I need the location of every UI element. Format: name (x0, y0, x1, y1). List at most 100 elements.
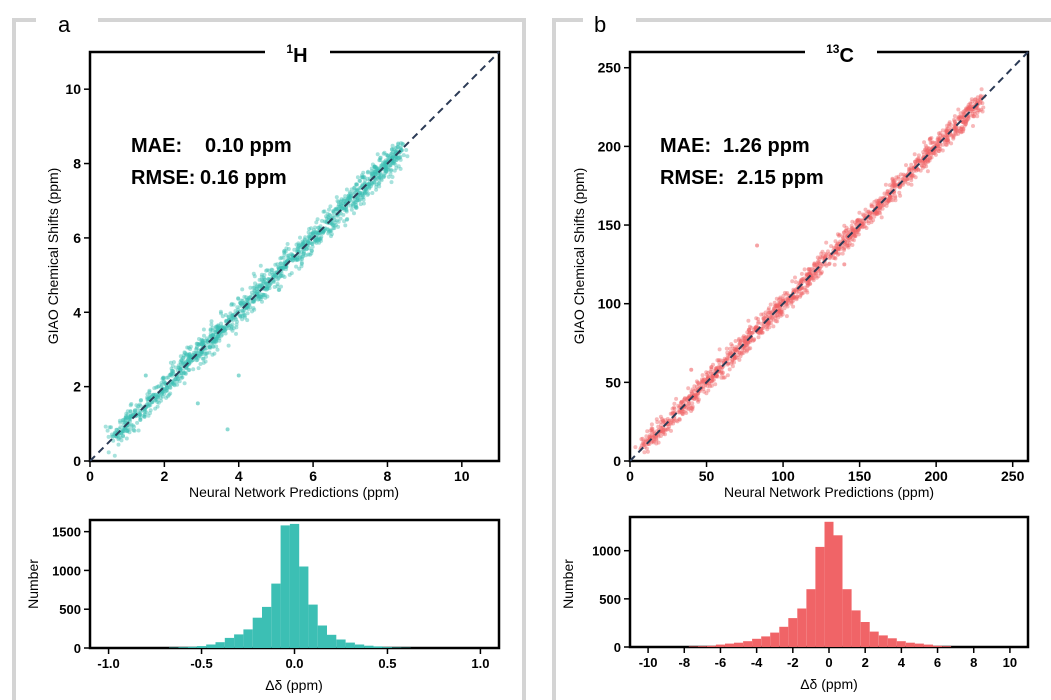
data-point-a (355, 196, 360, 201)
data-point-a (390, 150, 395, 155)
x-tick-label-a-5: 10 (454, 468, 470, 484)
data-point-a (302, 237, 307, 242)
hist-bar-b-11 (788, 618, 798, 647)
data-point-b (759, 312, 764, 317)
title-backdrop-a (265, 40, 330, 66)
data-point-a (318, 237, 323, 242)
data-point-a (205, 339, 210, 343)
data-point-a (170, 363, 175, 368)
data-point-b (642, 443, 647, 447)
data-point-b (920, 163, 925, 168)
data-point-a (321, 209, 326, 214)
data-point-b (977, 108, 982, 113)
data-point-b (732, 360, 736, 365)
data-point-a (142, 414, 147, 419)
data-point-a (316, 238, 321, 243)
data-point-a (374, 174, 379, 179)
data-point-a (207, 345, 212, 350)
data-point-a (214, 339, 219, 344)
data-point-a (155, 394, 160, 399)
data-point-b (640, 436, 645, 441)
data-point-b (743, 340, 748, 344)
data-point-a (171, 380, 176, 385)
data-point-a (142, 412, 147, 417)
data-point-b (842, 230, 847, 235)
hist-bar-a-11 (271, 583, 281, 648)
hist-bar-a-18 (336, 639, 346, 648)
mae-value-b: 1.26 ppm (723, 135, 810, 157)
data-point-b (860, 222, 865, 226)
data-point-b (661, 420, 666, 425)
data-point-a (117, 418, 122, 423)
data-point-a (352, 186, 356, 191)
data-point-a (204, 354, 208, 359)
data-point-a (199, 339, 204, 344)
data-point-a (230, 313, 235, 318)
data-point-a (234, 317, 239, 322)
data-point-a (314, 230, 319, 235)
data-point-a (198, 341, 203, 346)
data-point-a (327, 207, 331, 212)
data-point-a (201, 341, 206, 345)
data-point-a (384, 164, 389, 169)
data-point-a (317, 231, 322, 236)
data-point-a (331, 209, 336, 214)
data-point-a (124, 414, 128, 419)
data-point-a (181, 368, 186, 373)
data-point-a (358, 197, 363, 202)
data-point-a (284, 246, 289, 251)
hist-bar-a-1 (178, 647, 188, 648)
data-point-a (126, 428, 130, 433)
data-point-b (649, 422, 654, 427)
data-point-a (330, 222, 335, 227)
data-point-a (384, 166, 389, 171)
data-point-a (267, 283, 272, 288)
data-point-a (255, 283, 260, 288)
data-point-a (239, 298, 244, 303)
data-point-a (360, 173, 364, 178)
data-point-a (193, 350, 198, 355)
data-point-a (324, 214, 328, 219)
data-point-a (380, 160, 385, 165)
data-point-a (160, 394, 165, 399)
data-point-b (885, 200, 890, 205)
data-point-a (258, 294, 263, 299)
data-point-a (186, 352, 191, 357)
data-point-a (164, 395, 169, 400)
data-point-b (721, 358, 726, 363)
data-point-a (272, 285, 277, 289)
data-point-a (142, 410, 147, 415)
data-point-a (274, 274, 279, 279)
y-tick-label-a-3: 1500 (52, 525, 81, 540)
data-point-a (179, 358, 184, 363)
data-point-a (286, 253, 291, 258)
hist-bar-b-22 (887, 638, 897, 647)
data-point-a (391, 161, 396, 165)
data-point-b (641, 439, 646, 444)
data-point-a (259, 272, 264, 277)
hist-bar-b-3 (715, 644, 725, 647)
y-tick-label-a-2: 1000 (52, 563, 81, 578)
data-point-a (216, 323, 221, 328)
data-point-b (812, 271, 817, 276)
data-point-a (390, 175, 395, 179)
data-point-a (128, 409, 133, 414)
data-point-a (145, 395, 150, 400)
hist-xlabel-b: Δδ (ppm) (800, 676, 858, 692)
data-point-a (245, 304, 250, 309)
data-point-b (943, 142, 948, 147)
data-point-b (810, 276, 815, 281)
data-point-b (896, 174, 901, 179)
data-point-a (332, 223, 337, 228)
data-point-b (937, 146, 942, 151)
data-point-a (164, 388, 169, 393)
data-point-a (219, 332, 224, 337)
data-point-a (328, 213, 333, 218)
data-point-a (259, 274, 264, 279)
data-point-b (811, 276, 816, 281)
data-point-a (208, 327, 213, 332)
data-point-a (306, 240, 310, 245)
data-point-b (963, 116, 967, 121)
data-point-a (127, 416, 132, 421)
